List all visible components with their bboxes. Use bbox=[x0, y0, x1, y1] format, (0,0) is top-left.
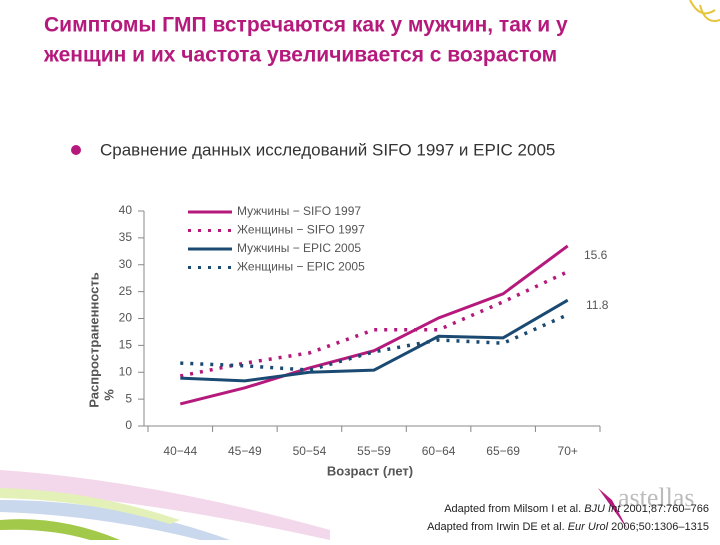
reference-part: 2001;87:760–766 bbox=[620, 503, 709, 515]
line bbox=[180, 298, 569, 383]
x-axis-label: Возраст (лет) bbox=[327, 463, 413, 478]
title: Симптомы ГМП встречаются как у мужчин, т… bbox=[44, 14, 568, 37]
logo: astellas bbox=[618, 483, 695, 512]
reference-part: BJU Int bbox=[584, 503, 621, 515]
x-tick-label: 40−44 bbox=[163, 444, 197, 458]
legend-label: Женщины − SIFO 1997 bbox=[237, 223, 365, 237]
x-tick-label: 60−64 bbox=[422, 444, 456, 458]
annotation: 11.8 bbox=[586, 298, 609, 312]
line bbox=[179, 244, 569, 406]
line bbox=[180, 313, 569, 372]
y-tick-label: 15 bbox=[119, 338, 133, 352]
swoosh bbox=[0, 470, 330, 540]
reference-part: Adapted from Milsom I et al. bbox=[444, 503, 584, 515]
legend-label: Женщины − EPIC 2005 bbox=[237, 260, 365, 274]
y-tick-label: 0 bbox=[125, 418, 132, 432]
y-tick-label: 40 bbox=[119, 203, 133, 217]
subtitle: Сравнение данных исследований SIFO 1997 … bbox=[100, 140, 555, 159]
swoosh bbox=[0, 500, 230, 540]
x-tick-label: 70+ bbox=[558, 444, 578, 458]
title: женщин и их частота увеличивается с возр… bbox=[43, 44, 557, 67]
x-tick-label: 50−54 bbox=[293, 444, 327, 458]
reference: Adapted from Irwin DE et al. Eur Urol 20… bbox=[427, 521, 709, 533]
annotation: 15.6 bbox=[584, 248, 608, 262]
bullet bbox=[71, 145, 81, 155]
y-tick-label: 10 bbox=[119, 364, 133, 378]
y-tick-label: 20 bbox=[119, 311, 133, 325]
y-tick-label: 35 bbox=[119, 230, 133, 244]
swoosh bbox=[0, 519, 120, 540]
logo-mark bbox=[598, 488, 628, 530]
reference: Adapted from Milsom I et al. BJU Int 200… bbox=[444, 503, 709, 515]
legend-label: Мужчины − EPIC 2005 bbox=[237, 241, 361, 255]
ornament bbox=[689, 0, 720, 22]
y-tick-label: 5 bbox=[125, 391, 132, 405]
reference-part: Eur Urol bbox=[568, 521, 609, 533]
x-tick-label: 45−49 bbox=[228, 444, 262, 458]
y-axis-label: Распространенность bbox=[86, 272, 101, 407]
y-tick-label: 25 bbox=[119, 284, 133, 298]
swoosh bbox=[0, 488, 180, 524]
legend-label: Мужчины − SIFO 1997 bbox=[237, 204, 361, 218]
x-tick-label: 65−69 bbox=[486, 444, 520, 458]
reference-part: 2006;50:1306–1315 bbox=[608, 521, 709, 533]
reference-part: Adapted from Irwin DE et al. bbox=[427, 521, 568, 533]
y-tick-label: 30 bbox=[119, 257, 133, 271]
x-tick-label: 55−59 bbox=[357, 444, 391, 458]
y-axis-unit: % bbox=[101, 389, 116, 401]
